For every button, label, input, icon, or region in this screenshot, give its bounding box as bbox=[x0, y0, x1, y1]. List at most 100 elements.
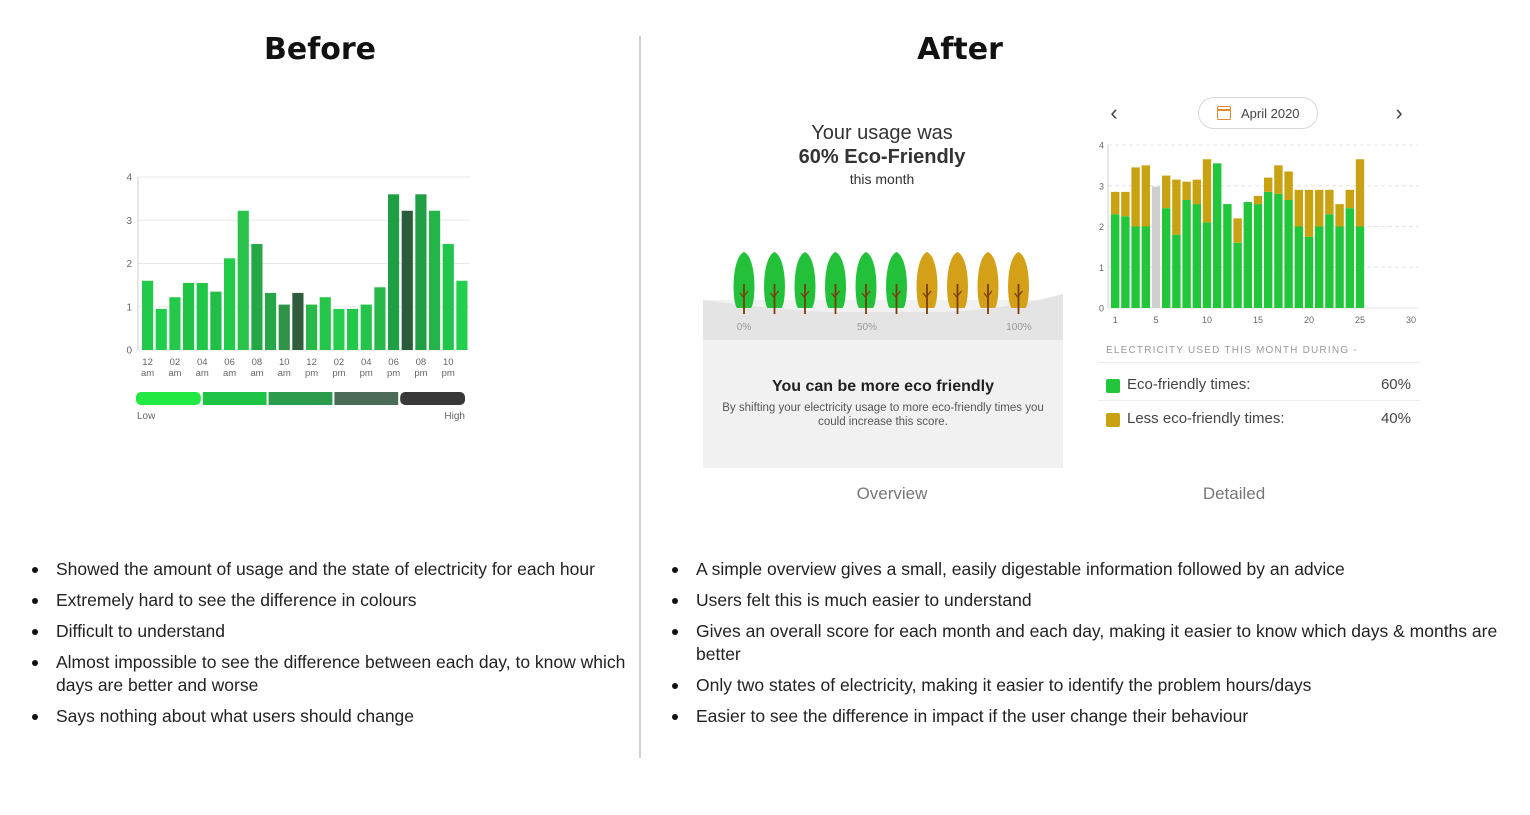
advice-title: You can be more eco friendly bbox=[772, 378, 994, 395]
x-tick-label: 10 bbox=[279, 357, 290, 368]
advice-body: By shifting your electricity usage to mo… bbox=[722, 402, 1044, 428]
hour-bar bbox=[306, 304, 318, 350]
day-bar-segment bbox=[1284, 171, 1293, 201]
scale-segment bbox=[268, 392, 333, 405]
day-bar-segment bbox=[1202, 159, 1212, 223]
month-label: April 2020 bbox=[1241, 106, 1300, 121]
x-tick-label: pm bbox=[414, 368, 427, 379]
green-tree-icon bbox=[764, 252, 785, 314]
hour-bar bbox=[319, 297, 331, 350]
hour-bar bbox=[278, 304, 290, 350]
period-text: this month bbox=[849, 171, 915, 187]
day-bar-segment bbox=[1202, 222, 1212, 308]
eco-swatch bbox=[1106, 379, 1120, 393]
after-bullet-item: Easier to see the difference in impact i… bbox=[670, 705, 1500, 728]
legend-separator bbox=[1098, 400, 1420, 401]
tree-score-graphic: 0% 50% 100% bbox=[703, 252, 1063, 340]
y-tick-label: 1 bbox=[126, 302, 132, 313]
x-tick-label: 20 bbox=[1304, 315, 1314, 325]
legend-label: Eco-friendly times: bbox=[1127, 376, 1251, 393]
prev-month-chevron-icon[interactable]: ‹ bbox=[1110, 100, 1118, 125]
day-bar-segment bbox=[1131, 167, 1140, 227]
y-tick-label: 1 bbox=[1099, 263, 1104, 273]
before-heading: Before bbox=[263, 32, 377, 67]
before-bullet-item: Difficult to understand bbox=[30, 620, 630, 643]
day-bar-segment bbox=[1274, 165, 1283, 194]
day-bar-segment bbox=[1192, 179, 1201, 205]
before-bullet-item: Extremely hard to see the difference in … bbox=[30, 589, 630, 612]
x-tick-label: am bbox=[223, 368, 236, 379]
x-tick-label: 04 bbox=[197, 357, 208, 368]
after-heading: After bbox=[917, 32, 1003, 67]
day-bar-segment bbox=[1335, 204, 1344, 227]
scale-segment bbox=[334, 392, 399, 405]
green-tree-icon bbox=[733, 252, 755, 314]
less-eco-swatch bbox=[1106, 413, 1120, 427]
scale-segment bbox=[136, 392, 201, 405]
hour-bar bbox=[415, 194, 427, 350]
hour-bar bbox=[224, 258, 236, 350]
x-tick-label: 02 bbox=[334, 357, 345, 368]
day-bar-segment bbox=[1253, 195, 1263, 205]
eco-score-text: 60% Eco-Friendly bbox=[798, 146, 966, 168]
after-bullet-item: Only two states of electricity, making i… bbox=[670, 674, 1500, 697]
before-bullet-item: Showed the amount of usage and the state… bbox=[30, 558, 630, 581]
x-tick-label: pm bbox=[360, 368, 373, 379]
day-bar-segment bbox=[1233, 242, 1242, 308]
score-scale-label: 50% bbox=[857, 322, 877, 333]
hour-bar bbox=[374, 287, 386, 350]
x-tick-label: pm bbox=[305, 368, 318, 379]
x-tick-label: 10 bbox=[1202, 315, 1212, 325]
day-bar-segment bbox=[1131, 226, 1140, 308]
day-bar-segment bbox=[1274, 193, 1283, 308]
day-bar-segment bbox=[1121, 191, 1130, 217]
next-month-chevron-icon[interactable]: › bbox=[1395, 100, 1403, 125]
y-tick-label: 2 bbox=[126, 259, 132, 270]
hour-bar bbox=[183, 282, 195, 350]
usage-intro-text: Your usage was bbox=[811, 122, 953, 144]
day-bar-segment bbox=[1304, 236, 1314, 308]
day-bar-segment bbox=[1172, 179, 1181, 235]
day-bar-segment bbox=[1213, 163, 1222, 308]
day-bar-segment bbox=[1355, 159, 1365, 227]
day-bar-segment bbox=[1294, 226, 1303, 308]
scale-low-label: Low bbox=[137, 411, 156, 422]
y-tick-label: 4 bbox=[1099, 141, 1104, 151]
after-bullet-item: Gives an overall score for each month an… bbox=[670, 620, 1500, 666]
x-tick-label: am bbox=[196, 368, 209, 379]
legend-value: 40% bbox=[1380, 410, 1411, 427]
day-bar-segment bbox=[1264, 177, 1273, 192]
hour-bar bbox=[210, 291, 222, 350]
gold-tree-icon bbox=[947, 252, 968, 314]
x-tick-label: 06 bbox=[388, 357, 399, 368]
day-bar-segment bbox=[1182, 200, 1191, 308]
month-selector[interactable]: April 2020 bbox=[1198, 97, 1318, 129]
x-tick-label: pm bbox=[442, 368, 455, 379]
gold-tree-icon bbox=[977, 252, 999, 314]
day-bar-segment bbox=[1243, 202, 1252, 308]
x-tick-label: am bbox=[250, 368, 263, 379]
x-tick-label: am bbox=[278, 368, 291, 379]
x-tick-label: 02 bbox=[170, 357, 181, 368]
day-bar-segment bbox=[1141, 226, 1150, 308]
green-tree-icon bbox=[886, 252, 907, 314]
x-tick-label: am bbox=[141, 368, 154, 379]
hour-bar bbox=[142, 280, 154, 350]
calendar-icon bbox=[1217, 106, 1231, 120]
hour-bar bbox=[442, 244, 454, 350]
day-bar-segment bbox=[1172, 234, 1181, 308]
green-tree-icon bbox=[825, 252, 846, 314]
after-bullet-item: A simple overview gives a small, easily … bbox=[670, 558, 1500, 581]
hour-bar bbox=[196, 282, 208, 350]
hour-bar bbox=[347, 308, 359, 350]
hour-bar bbox=[429, 210, 441, 350]
x-tick-label: 12 bbox=[142, 357, 153, 368]
day-bar-segment bbox=[1325, 189, 1334, 215]
x-tick-label: 10 bbox=[443, 357, 454, 368]
day-bar-segment bbox=[1162, 208, 1171, 308]
legend-separator bbox=[1098, 362, 1420, 363]
x-tick-label: am bbox=[168, 368, 181, 379]
x-tick-label: 08 bbox=[252, 357, 263, 368]
x-tick-label: 1 bbox=[1113, 315, 1118, 325]
